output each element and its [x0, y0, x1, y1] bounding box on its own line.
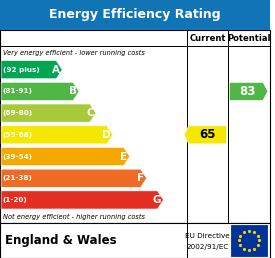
- Text: (92 plus): (92 plus): [3, 67, 39, 73]
- Text: C: C: [86, 108, 94, 118]
- Text: Energy Efficiency Rating: Energy Efficiency Rating: [49, 8, 221, 21]
- Text: A: A: [52, 65, 60, 75]
- Polygon shape: [1, 169, 147, 187]
- Text: Very energy efficient - lower running costs: Very energy efficient - lower running co…: [3, 50, 145, 56]
- Text: G: G: [153, 195, 161, 205]
- Text: Current: Current: [189, 34, 226, 43]
- Text: 65: 65: [200, 128, 216, 141]
- Polygon shape: [184, 126, 227, 144]
- Text: D: D: [102, 130, 111, 140]
- Text: EU Directive: EU Directive: [185, 233, 230, 239]
- Text: (55-68): (55-68): [3, 132, 33, 138]
- Polygon shape: [1, 61, 62, 79]
- Polygon shape: [1, 191, 163, 209]
- Text: (69-80): (69-80): [3, 110, 33, 116]
- Text: B: B: [69, 86, 77, 96]
- FancyBboxPatch shape: [0, 0, 270, 30]
- Text: (81-91): (81-91): [3, 88, 33, 94]
- FancyBboxPatch shape: [231, 225, 266, 255]
- Text: Potential: Potential: [227, 34, 271, 43]
- FancyBboxPatch shape: [0, 223, 270, 258]
- Text: (39-54): (39-54): [3, 154, 33, 159]
- Polygon shape: [229, 82, 268, 100]
- Text: (21-38): (21-38): [3, 175, 32, 181]
- FancyBboxPatch shape: [0, 30, 270, 223]
- Text: 2002/91/EC: 2002/91/EC: [186, 244, 229, 250]
- Text: England & Wales: England & Wales: [6, 234, 117, 247]
- Text: Not energy efficient - higher running costs: Not energy efficient - higher running co…: [3, 214, 145, 220]
- Text: F: F: [137, 173, 144, 183]
- Polygon shape: [1, 82, 79, 100]
- Text: E: E: [120, 151, 128, 162]
- Polygon shape: [1, 148, 130, 166]
- Polygon shape: [1, 104, 96, 122]
- Text: (1-20): (1-20): [3, 197, 28, 203]
- Polygon shape: [1, 126, 113, 144]
- Text: 83: 83: [239, 85, 255, 98]
